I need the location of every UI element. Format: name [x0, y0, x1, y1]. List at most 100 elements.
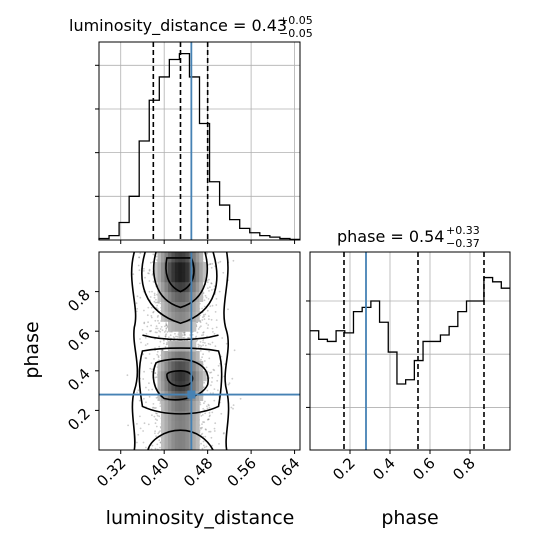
scatter-point	[202, 314, 205, 316]
density-cell	[178, 311, 183, 322]
scatter-point	[157, 301, 160, 304]
density-cell	[192, 380, 197, 392]
scatter-point	[154, 319, 157, 322]
density-cell	[199, 261, 204, 273]
scatter-point	[183, 336, 186, 339]
scatter-point	[203, 305, 206, 308]
density-cell	[195, 351, 200, 362]
scatter-point	[160, 326, 163, 328]
scatter-point	[152, 253, 155, 256]
scatter-point	[197, 343, 200, 346]
scatter-point	[149, 330, 151, 333]
scatter-point	[137, 264, 140, 267]
title-luminosity-distance-minus: −0.05	[279, 27, 313, 40]
scatter-point	[156, 414, 159, 417]
density-cell	[185, 301, 190, 312]
density-cell	[199, 281, 204, 293]
scatter-point	[151, 370, 153, 373]
density-cell	[174, 261, 179, 273]
scatter-point	[211, 341, 214, 344]
scatter-point	[161, 329, 164, 332]
scatter-point	[183, 334, 186, 337]
joint-density-panel: 0.32 0.40 0.48 0.56 0.64 0.2 0.4 0.6 0.8	[64, 251, 303, 490]
density-cell	[171, 341, 176, 352]
scatter-point	[148, 269, 151, 272]
scatter-point	[209, 414, 211, 417]
density-cell	[171, 291, 176, 302]
scatter-point	[206, 279, 209, 282]
density-cell	[157, 390, 162, 401]
density-cell	[171, 440, 176, 450]
density-cell	[178, 341, 183, 352]
y-tick-label: 0.8	[64, 286, 94, 316]
scatter-point	[211, 304, 214, 307]
scatter-point	[138, 256, 141, 259]
title-phase-plus: +0.33	[446, 224, 480, 237]
scatter-point	[148, 382, 150, 385]
scatter-point	[156, 443, 159, 446]
scatter-point	[200, 415, 203, 417]
scatter-point	[156, 350, 159, 353]
scatter-point	[159, 405, 162, 408]
density-cell	[181, 360, 186, 372]
scatter-point	[144, 336, 147, 339]
scatter-point	[148, 268, 151, 271]
scatter-point	[159, 402, 162, 405]
density-cell	[168, 351, 172, 362]
density-cell	[164, 440, 169, 450]
scatter-point	[158, 330, 160, 332]
contour-lines	[130, 252, 230, 450]
scatter-point	[150, 306, 153, 309]
density-cell	[171, 370, 176, 382]
scatter-point	[217, 261, 220, 264]
scatter-point	[210, 282, 213, 285]
scatter-point	[165, 327, 168, 329]
scatter-point	[206, 281, 209, 284]
scatter-point	[199, 344, 201, 347]
scatter-point	[203, 386, 205, 388]
title-phase-minus: −0.37	[446, 237, 480, 250]
scatter-point	[211, 444, 214, 447]
scatter-point	[154, 372, 156, 374]
density-cell	[195, 400, 200, 411]
scatter-point	[201, 319, 204, 321]
scatter-point	[200, 345, 203, 347]
density-cell	[178, 430, 183, 441]
scatter-point	[183, 333, 186, 336]
scatter-point	[182, 336, 185, 339]
scatter-point	[154, 422, 157, 425]
density-cell	[185, 410, 190, 421]
scatter-point	[153, 300, 156, 303]
scatter-point	[211, 327, 214, 330]
scatter-point	[147, 321, 150, 324]
x-tick-label: 0.48	[180, 454, 216, 490]
x-tick-label: 0.32	[93, 454, 129, 490]
scatter-point	[155, 435, 158, 438]
scatter-point	[156, 419, 159, 421]
scatter-point	[197, 328, 200, 330]
title-luminosity-distance: luminosity_distance = 0.43	[69, 16, 287, 36]
scatter-point	[208, 404, 210, 407]
density-cell	[171, 271, 176, 283]
density-cell	[195, 440, 200, 450]
density-cell	[178, 261, 183, 273]
density-cell	[178, 440, 183, 450]
title-phase: phase = 0.54	[337, 227, 444, 246]
scatter-point	[207, 403, 210, 406]
scatter-point	[136, 307, 139, 310]
density-cell	[195, 420, 200, 431]
scatter-point	[216, 379, 219, 382]
scatter-point	[156, 412, 158, 415]
contour-line	[147, 429, 214, 450]
scatter-point	[158, 431, 161, 433]
density-cell	[164, 380, 169, 392]
density-cell	[181, 400, 186, 411]
scatter-point	[207, 418, 210, 421]
density-cell	[168, 370, 172, 382]
density-cell	[181, 341, 186, 352]
scatter-point	[145, 446, 147, 449]
scatter-point	[149, 367, 152, 370]
density-cell	[185, 341, 190, 352]
density-cell	[168, 380, 172, 392]
scatter-point	[182, 331, 185, 334]
